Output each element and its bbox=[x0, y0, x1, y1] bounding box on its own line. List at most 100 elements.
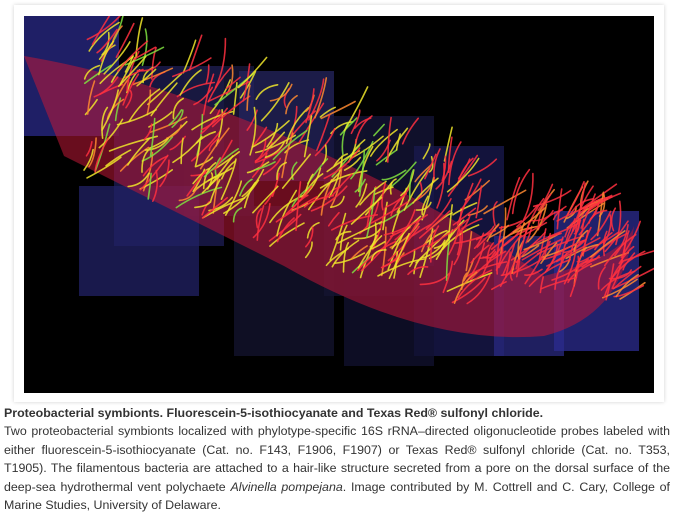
bacterial-filament bbox=[132, 67, 174, 86]
bacterial-filament bbox=[209, 178, 221, 203]
bacterial-filament bbox=[127, 137, 151, 166]
bacterial-filament bbox=[224, 180, 243, 216]
bacterial-filament bbox=[182, 39, 197, 74]
bacterial-filament bbox=[114, 97, 122, 122]
bacterial-filament bbox=[546, 243, 559, 271]
bacterial-filament bbox=[211, 95, 251, 128]
bacterial-filament bbox=[86, 156, 122, 179]
bacterial-filament bbox=[588, 192, 622, 212]
bacterial-filament bbox=[284, 139, 310, 154]
bacterial-filament bbox=[391, 210, 401, 235]
bacterial-filament bbox=[322, 144, 328, 165]
bacterial-filament bbox=[305, 88, 315, 124]
caption-text: Two proteobacterial symbionts localized … bbox=[4, 424, 670, 494]
bacterial-filament bbox=[335, 230, 352, 241]
bacterial-filament bbox=[569, 198, 595, 215]
bacterial-filament bbox=[383, 214, 428, 236]
bacterial-filament bbox=[83, 64, 101, 80]
bacterial-filament bbox=[320, 100, 356, 120]
bacterial-filament bbox=[370, 128, 398, 157]
bacterial-filament bbox=[620, 220, 641, 258]
bacterial-filament bbox=[473, 232, 485, 249]
bacterial-filament bbox=[98, 118, 124, 149]
bacterial-filament bbox=[381, 169, 407, 181]
bacterial-filament bbox=[350, 109, 361, 135]
bacterial-filament bbox=[366, 187, 376, 238]
bacterial-filament bbox=[540, 276, 578, 290]
bacterial-filament bbox=[232, 207, 243, 223]
bacterial-filament bbox=[409, 249, 416, 268]
bacterial-filament bbox=[266, 122, 279, 148]
bacterial-filament bbox=[524, 240, 551, 285]
bacterial-filament bbox=[276, 161, 287, 181]
bacterial-filament bbox=[291, 110, 316, 137]
bacterial-filament bbox=[319, 106, 336, 118]
bacterial-filament bbox=[573, 229, 588, 252]
bacterial-filament bbox=[116, 108, 157, 126]
bacterial-filament bbox=[149, 117, 156, 157]
bacterial-filament bbox=[101, 106, 109, 139]
bacterial-filament bbox=[429, 225, 440, 263]
bacterial-filament bbox=[85, 141, 93, 157]
bacterial-filament bbox=[200, 109, 221, 135]
bacterial-filament bbox=[428, 156, 434, 173]
bacterial-filament bbox=[395, 133, 401, 151]
bacterial-filament bbox=[376, 139, 391, 162]
bacterial-filament bbox=[343, 86, 369, 132]
bacterial-filament bbox=[327, 211, 340, 227]
bacterial-filament bbox=[83, 64, 112, 85]
bacterial-filament bbox=[401, 117, 419, 145]
bacterial-filament bbox=[491, 281, 507, 291]
bacterial-filament bbox=[98, 40, 115, 76]
bacterial-filament bbox=[590, 210, 612, 241]
bacterial-filament bbox=[435, 219, 465, 260]
bacterial-filament bbox=[271, 172, 280, 197]
bacterial-filament bbox=[314, 127, 336, 157]
bacterial-filament bbox=[517, 221, 548, 240]
bacterial-filament bbox=[303, 194, 334, 208]
bacterial-filament bbox=[202, 197, 246, 219]
bacterial-filament bbox=[251, 152, 268, 178]
bacterial-filament bbox=[419, 272, 451, 286]
bacterial-filament bbox=[285, 185, 313, 216]
bacterial-filament bbox=[614, 224, 629, 257]
bacterial-filament bbox=[515, 220, 531, 270]
bacterial-filament bbox=[521, 172, 534, 223]
bacterial-filament bbox=[343, 156, 362, 171]
bacterial-filament bbox=[251, 126, 268, 148]
bacterial-filament bbox=[501, 243, 516, 276]
bacterial-filament bbox=[555, 237, 601, 263]
bacterial-filament bbox=[151, 46, 157, 80]
bacterial-filament bbox=[433, 148, 441, 181]
bacterial-filament bbox=[615, 200, 622, 246]
bacterial-filament bbox=[168, 109, 183, 126]
bacterial-filament bbox=[369, 241, 386, 250]
bacterial-filament bbox=[370, 201, 409, 224]
bacterial-filament bbox=[255, 161, 276, 171]
bacterial-filament bbox=[425, 198, 452, 231]
bacterial-filament bbox=[88, 137, 97, 168]
bacterial-filament bbox=[370, 249, 387, 261]
bacterial-filament bbox=[521, 238, 564, 261]
bacterial-filament bbox=[147, 172, 152, 200]
bacterial-filament bbox=[141, 135, 174, 162]
bacterial-filament bbox=[569, 255, 580, 298]
figure-card bbox=[14, 5, 664, 402]
bacterial-filament bbox=[461, 218, 483, 230]
bacterial-filament bbox=[115, 22, 135, 58]
bacterial-filament bbox=[237, 56, 268, 89]
bacterial-filament bbox=[117, 40, 149, 72]
bacterial-filament bbox=[333, 153, 349, 167]
bacterial-filament bbox=[441, 155, 447, 182]
bacterial-filament bbox=[482, 251, 499, 259]
bacterial-filament bbox=[207, 167, 233, 182]
bacterial-filament bbox=[355, 183, 368, 208]
bacterial-filament bbox=[86, 16, 121, 41]
bacterial-filament bbox=[436, 162, 445, 209]
bacterial-filament bbox=[560, 218, 576, 267]
bacterial-filament bbox=[298, 102, 325, 144]
bacterial-filament bbox=[94, 137, 109, 173]
bacterial-filament bbox=[264, 141, 285, 159]
bacterial-filament bbox=[192, 168, 206, 193]
bacterial-filament bbox=[239, 70, 257, 99]
